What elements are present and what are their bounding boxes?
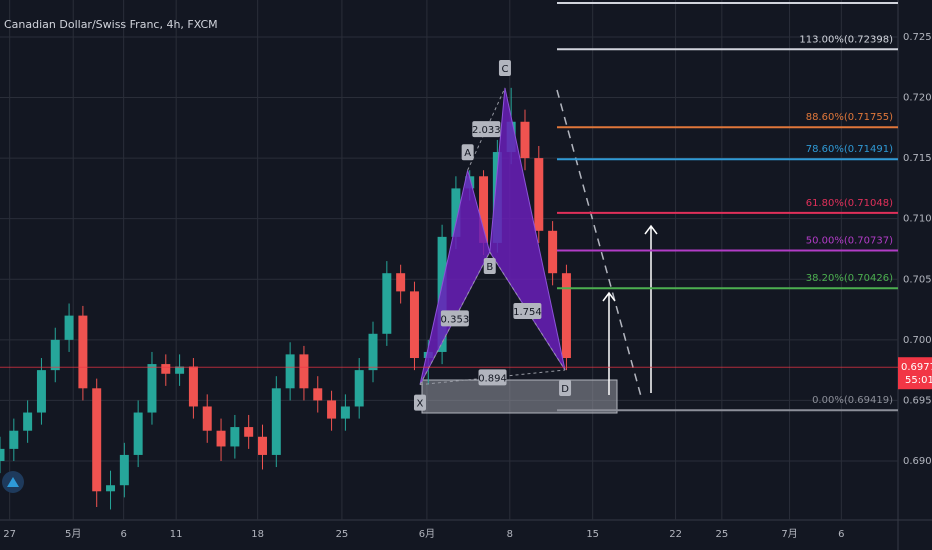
- candle-body: [216, 430, 226, 447]
- candle-body: [451, 188, 461, 237]
- x-tick-label: 7月: [781, 528, 797, 540]
- arrows: [602, 224, 658, 395]
- candle-body: [534, 158, 544, 231]
- projection-line: [556, 89, 643, 401]
- y-tick-label: 0.72000: [903, 93, 932, 104]
- fib-label: 113.00%(0.72398): [799, 34, 893, 45]
- y-tick-label: 0.70000: [903, 335, 932, 346]
- x-tick-label: 15: [586, 529, 599, 540]
- ratio-tag: 2.033: [472, 125, 501, 136]
- ratio-tag: 1.754: [513, 307, 542, 318]
- y-tick-label: 0.70500: [903, 274, 932, 285]
- y-tick-label: 0.69000: [903, 456, 932, 467]
- y-tick-label: 0.69500: [903, 395, 932, 406]
- candle-body: [409, 291, 419, 359]
- candle-body: [230, 427, 240, 447]
- fib-label: 50.00%(0.70737): [806, 236, 893, 247]
- candle-body: [92, 388, 102, 492]
- logo-mark: [7, 477, 19, 487]
- candle-body: [313, 388, 323, 401]
- candle-body: [36, 370, 46, 413]
- arrow: [644, 224, 658, 393]
- countdown: 55:01: [905, 375, 932, 386]
- candle-body: [202, 406, 212, 431]
- x-tick-label: 8: [507, 529, 513, 540]
- fib-label: 78.60%(0.71491): [806, 144, 893, 155]
- candle-body: [340, 406, 350, 419]
- arrow: [602, 291, 616, 395]
- candle-body: [119, 454, 129, 486]
- x-tick-label: 6月: [419, 528, 435, 540]
- axes: 0.72500 0.72000 0.71500 0.71000 0.70500 0.700…: [0, 32, 932, 540]
- candle-body: [354, 370, 364, 407]
- candle-body: [133, 412, 143, 455]
- candle-body: [188, 366, 198, 407]
- candle-body: [78, 315, 88, 389]
- candle-body: [271, 388, 281, 455]
- candle-body: [64, 315, 74, 340]
- candle-body: [244, 427, 254, 437]
- ratio-tag-box: [478, 369, 507, 386]
- ratio-tag: 0.353: [441, 314, 470, 325]
- ratio-tag: 0.894: [478, 373, 507, 384]
- x-tick-label: 27: [3, 529, 16, 540]
- y-tick-label: 0.71000: [903, 214, 932, 225]
- ratio-line: [489, 251, 566, 371]
- candle-body: [396, 273, 406, 292]
- ratio-tag-box: [472, 121, 501, 138]
- candle-body: [561, 273, 571, 359]
- point-tag: D: [561, 384, 569, 395]
- x-tick-label: 25: [336, 529, 349, 540]
- ratio-tag-box: [440, 310, 469, 327]
- point-tag: C: [501, 64, 508, 75]
- fib-levels: 113.00%(0.72398) 88.60%(0.71755) 78.60%(0.…: [557, 34, 898, 412]
- point-tag-box: [461, 144, 474, 161]
- x-tick-label: 22: [669, 529, 682, 540]
- fib-label: 38.20%(0.70426): [806, 273, 893, 284]
- chart-title: Canadian Dollar/Swiss Franc, 4h, FXCM: [4, 18, 218, 31]
- x-tick-label: 6: [120, 529, 126, 540]
- last-price-label: 0.69774: [901, 362, 932, 373]
- point-tag-box: [483, 258, 496, 275]
- candle-body: [520, 121, 530, 159]
- ratio-tag-box: [513, 303, 542, 320]
- point-tag: X: [417, 399, 424, 410]
- point-tag: B: [486, 262, 493, 273]
- last-price-box: [898, 357, 932, 390]
- candle-body: [368, 333, 378, 371]
- candle-body: [106, 485, 116, 492]
- candle-body: [299, 354, 309, 389]
- candle-body: [548, 230, 558, 274]
- point-tag: A: [464, 148, 471, 159]
- candle-body: [23, 412, 33, 431]
- candle-body: [9, 430, 19, 449]
- point-tag-box: [559, 380, 572, 397]
- candle-body: [175, 366, 185, 374]
- candle-body: [161, 364, 171, 374]
- candle-body: [327, 400, 337, 419]
- target-box: [421, 379, 618, 414]
- candle-body: [50, 339, 60, 371]
- candle-body: [382, 273, 392, 334]
- point-tag-box: [498, 59, 511, 76]
- candle-body: [258, 436, 267, 455]
- candle-body: [479, 176, 489, 243]
- y-tick-label: 0.72500: [903, 32, 932, 43]
- candle-body: [0, 448, 5, 461]
- fib-label: 88.60%(0.71755): [806, 112, 893, 123]
- fib-label: 61.80%(0.71048): [806, 198, 893, 209]
- harmonic-pattern: 0.353 2.033 1.754 0.894 X A B C D: [413, 59, 572, 411]
- x-tick-label: 5月: [65, 528, 81, 540]
- x-tick-label: 11: [170, 529, 183, 540]
- x-tick-label: 6: [838, 529, 844, 540]
- x-tick-label: 25: [715, 529, 728, 540]
- candle-body: [147, 364, 157, 413]
- fib-label: 0.00%(0.69419): [812, 395, 893, 406]
- candle-body: [285, 354, 295, 389]
- x-tick-label: 18: [251, 529, 264, 540]
- point-tag-box: [413, 394, 426, 411]
- y-tick-label: 0.71500: [903, 153, 932, 164]
